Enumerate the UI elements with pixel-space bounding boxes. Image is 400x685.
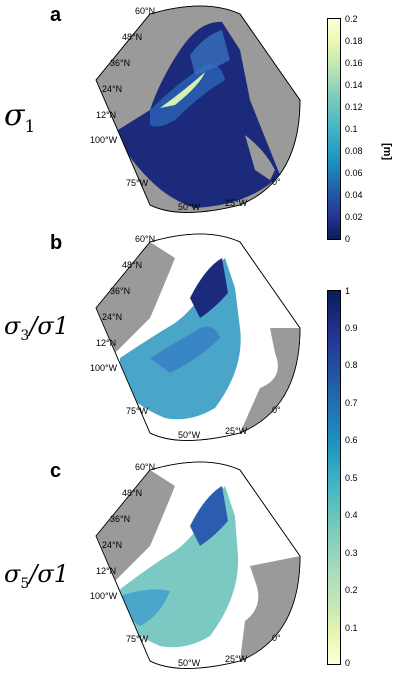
panel-letter: c (50, 460, 62, 482)
sigma-subscript: 5 (20, 575, 30, 592)
panel-row-label: σ1 (4, 98, 35, 137)
lat-label: 48°N (122, 488, 142, 498)
tick-label: 0.2 (345, 14, 358, 24)
lon-label: 25°W (225, 426, 248, 436)
colorbar-gradient (327, 18, 341, 240)
lon-label: 0° (272, 633, 281, 643)
sigma-symbol: σ (4, 98, 25, 133)
tick-label: 0.06 (345, 168, 363, 178)
lat-label: 36°N (110, 286, 130, 296)
map-border (95, 5, 301, 213)
tick-label: 0.6 (345, 435, 358, 445)
tick-label: 0.3 (345, 548, 358, 558)
lat-label: 48°N (122, 32, 142, 42)
lon-label: 75°W (126, 178, 149, 188)
land-area (96, 242, 175, 358)
tick-label: 0 (345, 658, 351, 668)
colorbar-bottom: 1 0.9 0.8 0.7 0.6 0.5 0.4 0.3 0.2 0.1 0 (327, 286, 397, 668)
ocean-mid (120, 589, 170, 626)
tick-label: 0.7 (345, 398, 358, 408)
lon-label: 25°W (225, 654, 248, 664)
land-area-east (240, 328, 300, 433)
tick-label: 0.02 (345, 212, 363, 222)
panel-letter: b (50, 232, 63, 254)
tick-label: 0.08 (345, 146, 363, 156)
sigma-symbol: σ (4, 560, 21, 588)
panel-b: b σ3/σ1 60°N 48°N 36°N 24°N 12°N 100°W 7… (0, 228, 320, 456)
panel-a: a σ1 60°N 48°N 36°N 24°N 12°N 100°W 75°W… (0, 0, 320, 228)
land-area (96, 470, 175, 586)
lon-label: 100°W (90, 135, 118, 145)
lat-label: 60°N (135, 234, 155, 244)
ocean-labrador (190, 30, 230, 75)
lat-label: 36°N (110, 514, 130, 524)
lon-label: 50°W (178, 430, 201, 440)
land-area-east (240, 556, 300, 661)
label-tail: /σ1 (29, 312, 70, 340)
lon-label: 50°W (178, 658, 201, 668)
lon-label: 100°W (90, 363, 118, 373)
lat-label: 24°N (102, 540, 122, 550)
ocean-area (118, 21, 280, 208)
sigma-subscript: 1 (24, 117, 36, 137)
tick-label: 0 (345, 234, 351, 244)
tick-label: 0.5 (345, 473, 358, 483)
lat-label: 12°N (96, 110, 116, 120)
tick-label: 0.8 (345, 360, 358, 370)
tick-label: 0.14 (345, 80, 363, 90)
map-c: 60°N 48°N 36°N 24°N 12°N 100°W 75°W 50°W… (90, 461, 301, 669)
panel-letter: a (50, 4, 62, 26)
lon-label: 50°W (178, 202, 201, 212)
lon-label: 75°W (126, 634, 149, 644)
tick-label: 0.2 (345, 585, 358, 595)
tick-label: 0.04 (345, 190, 363, 200)
ocean-mid (150, 326, 220, 373)
lat-label: 24°N (102, 312, 122, 322)
lat-label: 12°N (96, 566, 116, 576)
lon-label: 0° (272, 405, 281, 415)
label-tail: /σ1 (29, 560, 70, 588)
lon-label: 100°W (90, 591, 118, 601)
lat-label: 60°N (135, 6, 155, 16)
tick-label: 0.16 (345, 58, 363, 68)
map-border (95, 233, 301, 441)
tick-label: 0.1 (345, 623, 358, 633)
lon-label: 0° (272, 177, 281, 187)
lat-label: 36°N (110, 58, 130, 68)
map-a: 60°N 48°N 36°N 24°N 12°N 100°W 75°W 50°W… (90, 5, 301, 213)
sigma-symbol: σ (4, 312, 21, 340)
panel-c: c σ5/σ1 60°N 48°N 36°N 24°N 12°N 100°W 7… (0, 456, 320, 684)
map-b: 60°N 48°N 36°N 24°N 12°N 100°W 75°W 50°W… (90, 233, 301, 441)
lat-label: 12°N (96, 338, 116, 348)
map-border (95, 461, 301, 669)
tick-label: 0.18 (345, 36, 363, 46)
panel-row-label: σ3/σ1 (4, 312, 69, 344)
tick-label: 1 (345, 286, 351, 296)
lat-label: 48°N (122, 260, 142, 270)
tick-label: 0.1 (345, 124, 358, 134)
ocean-deep (190, 486, 228, 546)
lat-label: 60°N (135, 462, 155, 472)
colorbar-top: 0.2 0.18 0.16 0.14 0.12 0.1 0.08 0.06 0.… (327, 14, 397, 244)
panel-row-label: σ5/σ1 (4, 560, 69, 592)
lon-label: 25°W (225, 198, 248, 208)
colorbar-gradient (327, 290, 341, 665)
africa-land (245, 135, 275, 180)
lat-label: 24°N (102, 84, 122, 94)
sigma-subscript: 3 (20, 327, 30, 344)
lon-label: 75°W (126, 406, 149, 416)
ocean-deep (190, 258, 228, 318)
tick-label: 0.9 (345, 323, 358, 333)
tick-label: 0.12 (345, 102, 363, 112)
ocean-mid (150, 64, 225, 127)
colorbar-unit: [m] (381, 143, 393, 161)
tick-label: 0.4 (345, 510, 358, 520)
